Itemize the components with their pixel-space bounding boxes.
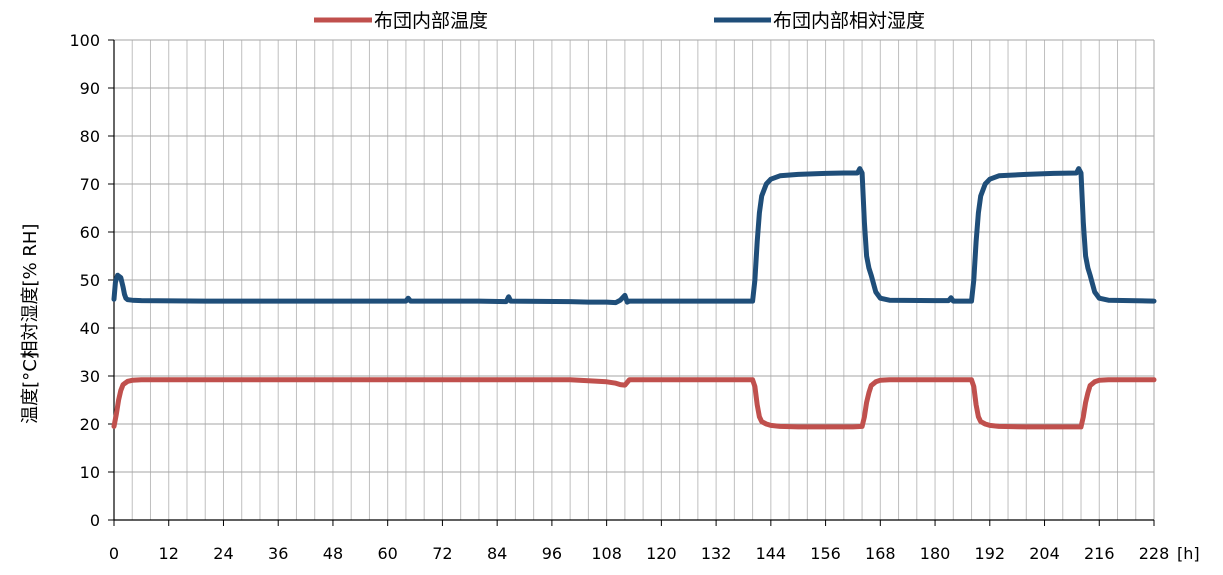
legend: 布団内部温度 布団内部相対湿度 — [314, 10, 925, 32]
x-tick-label: 228 — [1139, 544, 1170, 563]
x-tick-label: 168 — [865, 544, 896, 563]
x-tick-label: 132 — [701, 544, 732, 563]
x-tick-label: 204 — [1029, 544, 1060, 563]
x-tick-label: 24 — [213, 544, 233, 563]
legend-label-humidity: 布団内部相対湿度 — [773, 10, 925, 32]
y-axis-title-humidity: 相対湿度[% RH] — [20, 224, 41, 359]
series-layer — [111, 166, 1157, 430]
x-tick-label: 84 — [487, 544, 507, 563]
y-tick-label: 100 — [69, 31, 100, 50]
x-tick-label: 180 — [920, 544, 951, 563]
y-tick-label: 0 — [90, 511, 100, 530]
x-unit-label: [h] — [1177, 544, 1200, 563]
y-tick-label: 70 — [80, 175, 100, 194]
y-tick-label: 60 — [80, 223, 100, 242]
x-tick-label: 72 — [432, 544, 452, 563]
x-tick-label: 216 — [1084, 544, 1115, 563]
x-tick-label: 144 — [756, 544, 787, 563]
y-tick-label: 40 — [80, 319, 100, 338]
y-tick-label: 50 — [80, 271, 100, 290]
x-tick-label: 36 — [268, 544, 288, 563]
legend-label-temperature: 布団内部温度 — [374, 10, 488, 32]
y-tick-label: 10 — [80, 463, 100, 482]
x-tick-label: 192 — [975, 544, 1006, 563]
series-line-temperature — [111, 377, 1157, 430]
y-tick-labels: 0 10 20 30 40 50 60 70 80 90 100 — [69, 31, 100, 530]
y-tick-label: 90 — [80, 79, 100, 98]
x-tick-label: 60 — [378, 544, 398, 563]
x-tick-label: 96 — [542, 544, 562, 563]
legend-item-temperature: 布団内部温度 — [314, 10, 488, 32]
x-tick-label: 12 — [159, 544, 179, 563]
x-tick-label: 108 — [591, 544, 622, 563]
x-tick-labels: 0 12 24 36 48 60 72 84 96 108 120 132 144 156 168 180 19… — [109, 544, 1169, 563]
x-tick-label: 48 — [323, 544, 343, 563]
y-tick-label: 30 — [80, 367, 100, 386]
gridlines — [114, 39, 1155, 520]
y-axis-title-temperature: 温度[°C] — [20, 352, 41, 424]
y-tick-label: 20 — [80, 415, 100, 434]
x-tick-label: 156 — [810, 544, 841, 563]
legend-item-humidity: 布団内部相対湿度 — [714, 10, 925, 32]
series-line-humidity — [111, 166, 1157, 306]
x-tick-label: 120 — [646, 544, 677, 563]
y-tick-label: 80 — [80, 127, 100, 146]
x-tick-label: 0 — [109, 544, 119, 563]
plot-frame — [108, 39, 1155, 526]
